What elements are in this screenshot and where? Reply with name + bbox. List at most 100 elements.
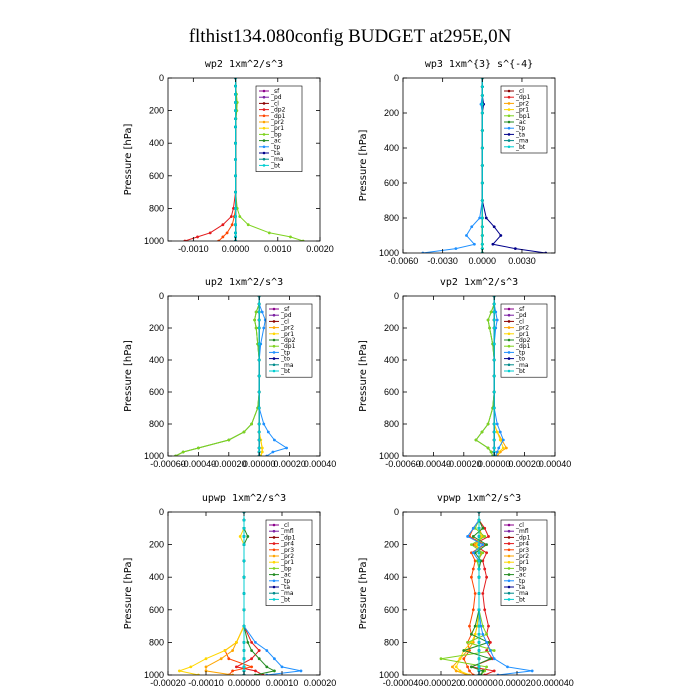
data-point xyxy=(484,216,488,220)
data-point xyxy=(234,223,237,227)
legend-marker xyxy=(507,536,511,539)
x-tick-label: -0.0060 xyxy=(388,256,419,266)
legend-marker xyxy=(507,529,511,533)
data-point xyxy=(454,669,458,673)
legend-marker xyxy=(507,139,511,142)
data-point xyxy=(477,567,481,571)
data-point xyxy=(242,665,246,669)
data-point xyxy=(492,225,496,229)
data-point xyxy=(285,446,288,450)
legend-marker xyxy=(272,338,276,342)
legend-marker xyxy=(507,560,511,564)
data-point xyxy=(227,657,231,661)
data-point xyxy=(492,406,496,410)
series-markers xyxy=(480,78,484,253)
y-tick-label: 400 xyxy=(384,143,399,153)
legend-label: _dp1 xyxy=(515,343,531,350)
data-point xyxy=(480,111,484,115)
data-point xyxy=(485,632,488,636)
legend-label: _bp xyxy=(280,565,292,572)
data-point xyxy=(499,234,503,237)
data-point xyxy=(477,592,481,595)
legend-label: _ac xyxy=(280,572,291,579)
series-markers xyxy=(174,296,261,456)
x-tick-label: 0.0000 xyxy=(469,256,497,266)
data-point xyxy=(254,641,257,644)
legend-marker xyxy=(507,320,511,323)
x-tick-label: -0.00010 xyxy=(188,678,224,688)
legend-marker xyxy=(507,357,511,360)
data-point xyxy=(257,390,261,394)
legend-marker xyxy=(272,363,276,367)
data-point xyxy=(225,231,229,235)
x-tick-label: -0.00020 xyxy=(211,459,247,469)
data-point xyxy=(242,649,246,652)
legend-label: _pd xyxy=(280,312,292,319)
data-point xyxy=(242,543,246,546)
data-point xyxy=(492,342,496,346)
legend-marker xyxy=(507,585,511,589)
data-point xyxy=(492,657,496,661)
data-point xyxy=(488,326,492,330)
data-point xyxy=(254,326,258,330)
legend-label: _mfl xyxy=(515,528,529,535)
y-tick-label: 1000 xyxy=(379,248,399,258)
data-point xyxy=(242,641,246,644)
data-point xyxy=(231,649,235,652)
data-point xyxy=(477,669,481,673)
legend-label: _ta xyxy=(515,584,525,591)
series-markers xyxy=(492,296,496,456)
legend-marker xyxy=(507,542,511,545)
legend-marker xyxy=(507,567,511,570)
legend-marker xyxy=(272,351,276,354)
data-point xyxy=(477,535,481,538)
data-point xyxy=(254,669,257,673)
panel-title: upwp 1xm^2/s^3 xyxy=(202,493,286,504)
legend-marker xyxy=(507,591,511,595)
legend-label: _pr2 xyxy=(280,325,294,332)
data-point xyxy=(483,535,487,538)
legend-marker xyxy=(272,332,276,336)
plot-frame xyxy=(402,77,556,254)
x-tick-label: 0.00000 xyxy=(243,459,276,469)
series-markers xyxy=(477,512,481,675)
legend-label: _dp2 xyxy=(270,107,286,114)
data-point xyxy=(257,310,261,314)
legend-label: _ac xyxy=(270,138,281,145)
legend-label: _cl xyxy=(515,522,524,529)
data-point xyxy=(477,649,481,652)
legend-label: _cl xyxy=(280,522,289,529)
data-point xyxy=(483,567,487,571)
data-point xyxy=(250,641,254,644)
y-tick-label: 0 xyxy=(159,291,164,301)
data-point xyxy=(473,632,477,636)
legend-label: _ma xyxy=(280,590,294,597)
data-point xyxy=(480,430,484,434)
series-markers xyxy=(257,296,261,456)
data-point xyxy=(489,450,493,454)
data-point xyxy=(483,608,487,612)
data-point xyxy=(204,657,208,661)
legend-label: _pr1 xyxy=(515,331,529,338)
legend-marker xyxy=(272,357,276,360)
legend-marker xyxy=(507,307,511,311)
chart-panel: vp2 1xm^2/s^3 Pressure [hPa] 0 200 400 600 800… xyxy=(358,277,571,469)
data-point xyxy=(492,438,496,442)
data-point xyxy=(470,543,473,546)
legend-label: _tp xyxy=(270,144,280,151)
data-point xyxy=(238,535,242,538)
data-point xyxy=(492,422,496,426)
data-point xyxy=(485,551,488,555)
data-point xyxy=(242,608,246,612)
legend-label: _pr2 xyxy=(515,553,529,560)
data-point xyxy=(234,190,237,194)
data-point xyxy=(234,84,237,88)
legend-marker xyxy=(507,369,511,373)
data-point xyxy=(480,225,484,229)
x-tick-label: 0.00000 xyxy=(228,678,261,688)
data-point xyxy=(246,223,250,227)
y-tick-label: 200 xyxy=(384,540,399,550)
x-tick-label: -0.00060 xyxy=(385,459,421,469)
data-point xyxy=(197,446,200,450)
data-point xyxy=(439,657,443,661)
